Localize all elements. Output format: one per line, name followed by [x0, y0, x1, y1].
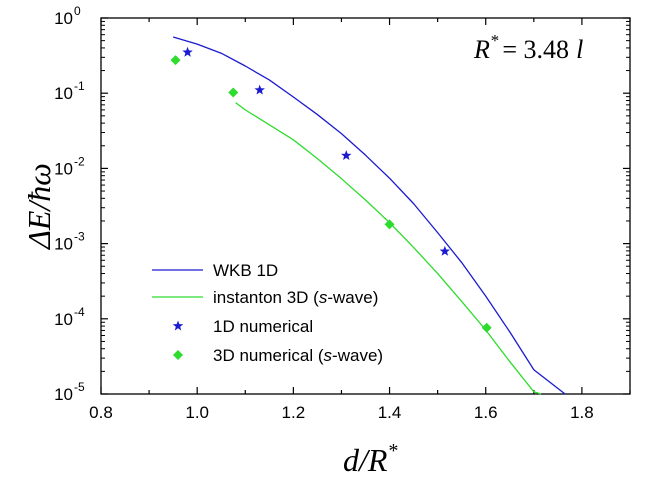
data-point-star: [341, 150, 352, 161]
legend-label: 3D numerical (s-wave): [213, 346, 383, 365]
annotation: R* = 3.48 l: [473, 31, 583, 64]
x-axis-title-sup: *: [387, 440, 397, 462]
legend-label-part: s: [319, 288, 328, 307]
data-point-star: [182, 46, 193, 57]
y-tick-label: 10: [54, 310, 73, 329]
legend-marker: [172, 320, 184, 331]
y-tick-label: 10: [54, 9, 73, 28]
x-tick-label: 1.0: [185, 403, 209, 422]
y-tick-label: 10: [54, 235, 73, 254]
y-tick-exponent: -1: [74, 79, 85, 93]
data-point-diamond: [228, 87, 239, 98]
legend-label-part: 3D numerical (: [213, 346, 324, 365]
x-axis-title-main: d/R: [343, 442, 388, 478]
y-tick-label: 10: [54, 385, 73, 404]
legend-label-part: -wave): [332, 346, 383, 365]
y-tick-label: 10: [54, 84, 73, 103]
data-point-star: [254, 84, 265, 95]
data-point-diamond: [170, 55, 181, 66]
legend-label: 1D numerical: [213, 317, 313, 336]
data-point-diamond: [384, 219, 395, 230]
y-tick-exponent: -4: [74, 305, 85, 319]
y-axis-title: ΔE/ħω: [21, 163, 57, 251]
legend-label-part: -wave): [327, 288, 378, 307]
legend-label: WKB 1D: [213, 261, 278, 280]
y-tick-label: 10: [54, 159, 73, 178]
series-layer: [170, 36, 566, 395]
annotation-lhs: R: [473, 35, 490, 64]
legend-marker: [173, 350, 183, 360]
x-axis-title: d/R*: [343, 440, 397, 478]
x-tick-label: 0.8: [89, 403, 113, 422]
plot-frame: [100, 17, 631, 395]
legend-label: instanton 3D (s-wave): [213, 288, 378, 307]
data-point-star: [439, 245, 451, 256]
legend-label-part: instanton 3D (: [213, 288, 319, 307]
axis-ticks: [100, 17, 631, 395]
y-tick-exponent: 0: [74, 4, 81, 18]
legend-label-part: s: [324, 346, 333, 365]
series-line-wkb-1d: [172, 36, 566, 395]
annotation-rhs: = 3.48: [502, 35, 569, 64]
x-tick-label: 1.2: [282, 403, 306, 422]
annotation-lhs-sup: *: [490, 31, 499, 50]
x-tick-label: 1.4: [378, 403, 402, 422]
y-tick-exponent: -3: [74, 230, 85, 244]
x-tick-label: 1.6: [474, 403, 498, 422]
annotation-unit: l: [576, 35, 583, 64]
x-tick-label: 1.8: [570, 403, 594, 422]
y-tick-exponent: -2: [74, 154, 85, 168]
data-point-diamond: [481, 322, 492, 333]
y-tick-exponent: -5: [74, 380, 85, 394]
